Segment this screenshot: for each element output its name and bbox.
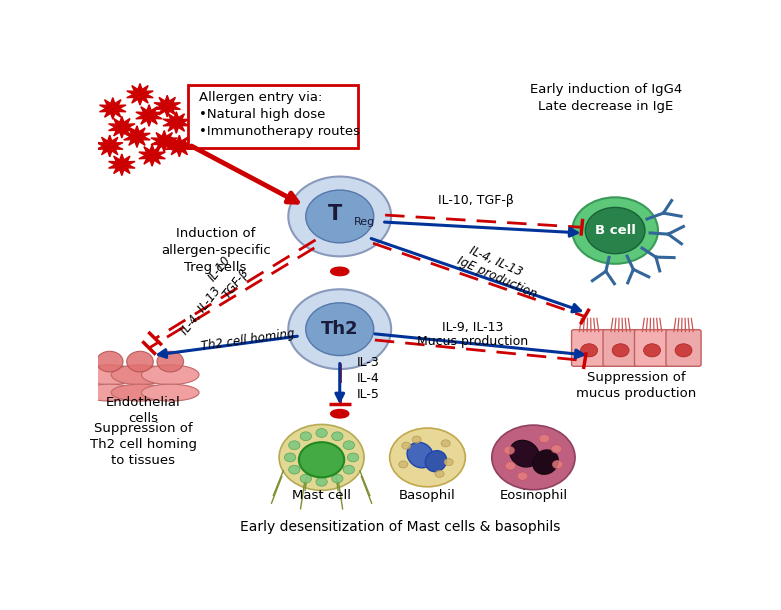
Polygon shape xyxy=(136,105,162,126)
Ellipse shape xyxy=(426,451,447,472)
Circle shape xyxy=(127,351,153,372)
Ellipse shape xyxy=(407,442,433,468)
Circle shape xyxy=(332,474,343,483)
Circle shape xyxy=(539,434,550,443)
Polygon shape xyxy=(109,117,135,138)
Polygon shape xyxy=(163,112,190,134)
Text: Th2: Th2 xyxy=(321,320,358,338)
Circle shape xyxy=(299,442,344,478)
Ellipse shape xyxy=(81,384,138,401)
Circle shape xyxy=(289,465,300,474)
Circle shape xyxy=(492,425,575,490)
Circle shape xyxy=(585,207,645,254)
Text: IL-10: IL-10 xyxy=(206,254,234,284)
Text: TGF-β: TGF-β xyxy=(220,266,251,301)
Ellipse shape xyxy=(111,384,169,401)
Circle shape xyxy=(279,425,364,490)
Text: Mast cell: Mast cell xyxy=(292,489,351,502)
Circle shape xyxy=(517,472,528,480)
Circle shape xyxy=(96,351,123,372)
Circle shape xyxy=(288,289,391,369)
Circle shape xyxy=(305,303,374,356)
Ellipse shape xyxy=(111,365,169,385)
Circle shape xyxy=(305,190,374,243)
FancyBboxPatch shape xyxy=(634,329,669,366)
Circle shape xyxy=(343,441,355,450)
Circle shape xyxy=(284,453,296,462)
Text: Induction of
allergen-specific
Treg cells: Induction of allergen-specific Treg cell… xyxy=(161,228,270,274)
Polygon shape xyxy=(97,135,123,157)
Circle shape xyxy=(300,432,312,440)
Text: IL-4, IL-13: IL-4, IL-13 xyxy=(178,284,223,337)
Text: Suppression of
mucus production: Suppression of mucus production xyxy=(576,371,697,400)
Text: Mucus production: Mucus production xyxy=(417,335,529,348)
Ellipse shape xyxy=(330,267,349,276)
Text: IL-10, TGF-β: IL-10, TGF-β xyxy=(438,193,514,207)
Circle shape xyxy=(157,351,184,372)
Ellipse shape xyxy=(81,365,138,385)
Circle shape xyxy=(390,428,465,487)
Polygon shape xyxy=(127,84,153,105)
Circle shape xyxy=(552,461,563,468)
Polygon shape xyxy=(123,126,150,148)
Circle shape xyxy=(343,465,355,474)
Text: Th2 cell homing: Th2 cell homing xyxy=(200,327,295,353)
Text: T: T xyxy=(328,204,342,224)
Text: Early induction of IgG4
Late decrease in IgE: Early induction of IgG4 Late decrease in… xyxy=(530,82,682,113)
Polygon shape xyxy=(99,98,126,119)
FancyBboxPatch shape xyxy=(572,329,607,366)
Circle shape xyxy=(572,197,658,264)
Circle shape xyxy=(444,459,453,465)
Circle shape xyxy=(348,453,358,462)
Ellipse shape xyxy=(141,384,199,401)
FancyBboxPatch shape xyxy=(188,85,358,148)
FancyBboxPatch shape xyxy=(666,329,701,366)
Circle shape xyxy=(505,462,515,470)
Circle shape xyxy=(580,344,597,357)
Circle shape xyxy=(401,442,411,449)
Circle shape xyxy=(300,474,312,483)
Circle shape xyxy=(435,470,444,478)
Circle shape xyxy=(316,429,327,437)
Circle shape xyxy=(504,447,515,454)
Text: IL-3
IL-4
IL-5: IL-3 IL-4 IL-5 xyxy=(357,356,380,401)
Circle shape xyxy=(612,344,629,357)
Text: B cell: B cell xyxy=(594,224,636,237)
Polygon shape xyxy=(166,135,193,157)
Text: Eosinophil: Eosinophil xyxy=(499,489,568,502)
Circle shape xyxy=(289,441,300,450)
Polygon shape xyxy=(151,131,177,152)
Circle shape xyxy=(441,440,450,447)
Text: IL-4, IL-13: IL-4, IL-13 xyxy=(467,243,525,279)
Text: Basophil: Basophil xyxy=(399,489,456,502)
Polygon shape xyxy=(154,95,180,117)
Text: Early desensitization of Mast cells & basophils: Early desensitization of Mast cells & ba… xyxy=(240,520,561,534)
Text: Allergen entry via:
•Natural high dose
•Immunotherapy routes: Allergen entry via: •Natural high dose •… xyxy=(198,91,360,138)
Text: Suppression of
Th2 cell homing
to tissues: Suppression of Th2 cell homing to tissue… xyxy=(90,422,197,467)
FancyBboxPatch shape xyxy=(603,329,638,366)
Text: IgE production: IgE production xyxy=(455,254,539,301)
Circle shape xyxy=(412,436,421,443)
Circle shape xyxy=(399,461,408,468)
Text: Endothelial
cells: Endothelial cells xyxy=(105,396,180,425)
Circle shape xyxy=(316,478,327,486)
Ellipse shape xyxy=(330,409,349,418)
Polygon shape xyxy=(139,145,166,166)
Text: Reg: Reg xyxy=(354,217,375,227)
Circle shape xyxy=(675,344,692,357)
Circle shape xyxy=(551,445,562,453)
Polygon shape xyxy=(109,154,135,176)
Circle shape xyxy=(644,344,661,357)
Ellipse shape xyxy=(533,450,558,474)
Circle shape xyxy=(288,176,391,256)
Ellipse shape xyxy=(141,365,199,385)
Circle shape xyxy=(332,432,343,440)
Ellipse shape xyxy=(510,440,539,467)
Text: IL-9, IL-13: IL-9, IL-13 xyxy=(442,321,504,334)
